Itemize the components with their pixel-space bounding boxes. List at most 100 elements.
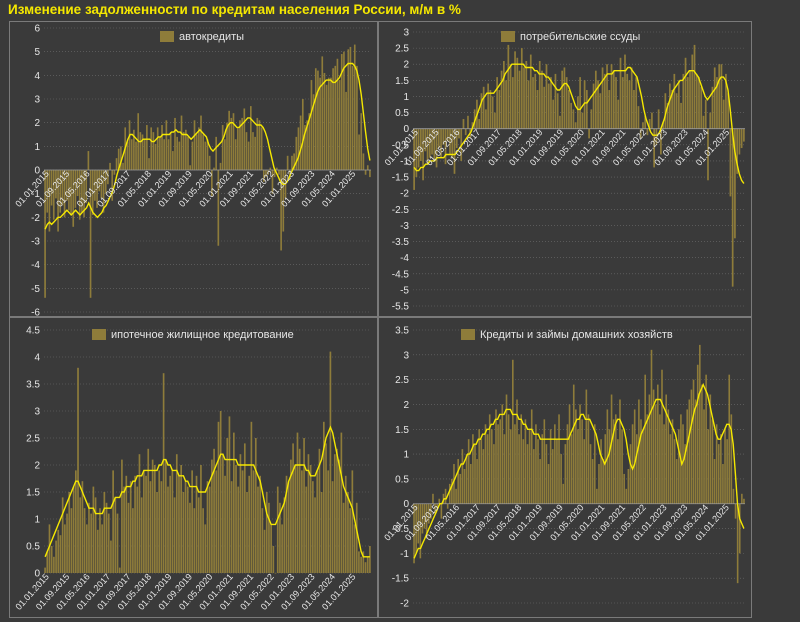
y-tick-label: -4.5 xyxy=(392,269,410,280)
bar xyxy=(598,464,600,504)
bar xyxy=(161,481,163,573)
bar xyxy=(163,373,165,573)
bar xyxy=(172,151,174,170)
legend-label: ипотечное жилищное кредитование xyxy=(111,329,294,341)
bar xyxy=(528,80,530,128)
y-tick-label: -2.5 xyxy=(392,205,410,216)
bar xyxy=(209,487,211,573)
bar xyxy=(492,96,494,128)
bar xyxy=(114,170,116,175)
page-title: Изменение задолженности по кредитам насе… xyxy=(8,2,461,17)
bar xyxy=(356,66,358,170)
bar xyxy=(519,71,521,129)
y-tick-label: 2.5 xyxy=(26,434,40,445)
bar xyxy=(180,465,182,573)
bar xyxy=(152,460,154,573)
bar xyxy=(275,573,277,574)
bar xyxy=(508,414,510,503)
bar xyxy=(579,77,581,129)
bar xyxy=(514,424,516,503)
bar xyxy=(623,474,625,504)
bar xyxy=(324,73,326,170)
bar xyxy=(689,71,691,129)
y-tick-label: 3 xyxy=(34,95,40,106)
bar xyxy=(669,84,671,129)
bar xyxy=(128,503,130,573)
bar xyxy=(621,429,623,503)
bar xyxy=(445,489,447,504)
y-tick-label: 1.5 xyxy=(26,488,40,499)
bar xyxy=(179,142,181,170)
bar xyxy=(617,439,619,504)
bar xyxy=(735,504,737,519)
bar xyxy=(532,77,534,129)
bar xyxy=(363,153,365,170)
bar xyxy=(642,429,644,503)
bar xyxy=(250,106,252,170)
bar xyxy=(721,64,723,128)
bar xyxy=(57,530,59,573)
bar xyxy=(703,116,705,129)
bar xyxy=(557,93,559,128)
bar xyxy=(619,399,621,503)
bar xyxy=(168,139,170,170)
bar xyxy=(157,127,159,170)
bar xyxy=(686,409,688,503)
bar xyxy=(552,100,554,129)
bar xyxy=(709,113,711,129)
bar xyxy=(268,503,270,573)
bar xyxy=(77,368,79,573)
bar xyxy=(64,524,66,573)
bar xyxy=(602,67,604,128)
bar xyxy=(658,109,660,128)
bar xyxy=(546,64,548,128)
bar xyxy=(93,487,95,573)
bar xyxy=(691,55,693,129)
bar xyxy=(202,508,204,573)
bar xyxy=(568,90,570,129)
bar xyxy=(474,444,476,504)
bar xyxy=(154,465,156,573)
bar xyxy=(88,151,90,170)
bar xyxy=(75,470,77,573)
bar xyxy=(588,414,590,503)
bar xyxy=(367,165,369,170)
bar xyxy=(644,375,646,504)
bar xyxy=(321,56,323,170)
bar xyxy=(352,66,354,170)
bar xyxy=(569,404,571,503)
bar xyxy=(101,524,103,573)
bar xyxy=(297,433,299,573)
bar xyxy=(300,116,302,170)
bar xyxy=(541,71,543,129)
bar xyxy=(595,71,597,129)
bar xyxy=(266,492,268,573)
bar xyxy=(661,370,663,504)
bar xyxy=(145,476,147,573)
bar xyxy=(697,365,699,504)
bar xyxy=(255,438,257,573)
bar xyxy=(525,61,527,129)
bar xyxy=(646,414,648,503)
bar xyxy=(636,434,638,503)
bar xyxy=(161,125,163,170)
bar xyxy=(634,409,636,503)
bar xyxy=(624,55,626,129)
bar xyxy=(741,129,743,148)
bar xyxy=(62,497,64,573)
bar xyxy=(562,484,564,504)
bar xyxy=(136,487,138,573)
bar xyxy=(328,78,330,170)
bar xyxy=(241,118,243,170)
bar xyxy=(131,139,133,170)
bar xyxy=(53,557,55,573)
bar xyxy=(657,385,659,504)
bar xyxy=(714,67,716,128)
bar xyxy=(651,113,653,129)
bar xyxy=(134,476,136,573)
bar xyxy=(259,476,261,573)
bar xyxy=(670,434,672,503)
bar xyxy=(327,470,329,573)
bar xyxy=(560,454,562,504)
bar xyxy=(254,137,256,170)
